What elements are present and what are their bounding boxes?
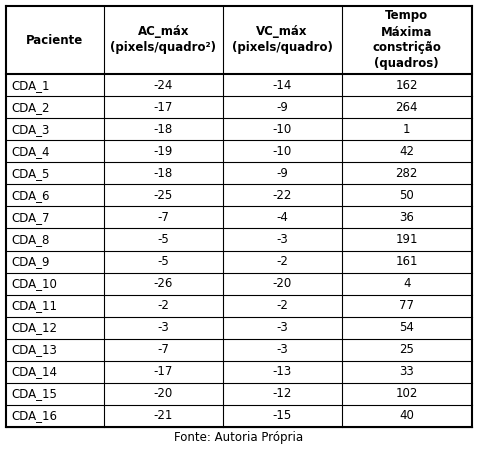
Text: -24: -24 [153,79,173,92]
Text: 191: 191 [395,233,418,246]
Text: -2: -2 [157,299,169,312]
Text: -12: -12 [272,387,292,401]
Text: -7: -7 [157,343,169,356]
Text: -17: -17 [153,101,173,114]
Text: CDA_8: CDA_8 [11,233,49,246]
Text: -3: -3 [276,321,288,334]
Text: -3: -3 [276,343,288,356]
Text: -21: -21 [153,409,173,423]
Text: CDA_7: CDA_7 [11,211,50,224]
Text: -3: -3 [157,321,169,334]
Text: 36: 36 [399,211,414,224]
Text: 1: 1 [403,123,411,136]
Text: -20: -20 [153,387,173,401]
Text: -10: -10 [272,145,292,158]
Text: -14: -14 [272,79,292,92]
Text: CDA_15: CDA_15 [11,387,57,401]
Text: 102: 102 [396,387,418,401]
Text: -13: -13 [272,365,292,379]
Text: CDA_9: CDA_9 [11,255,50,268]
Text: -22: -22 [272,189,292,202]
Text: CDA_3: CDA_3 [11,123,49,136]
Text: -17: -17 [153,365,173,379]
Text: -18: -18 [153,123,173,136]
Text: 50: 50 [400,189,414,202]
Text: Paciente: Paciente [26,34,84,47]
Text: CDA_6: CDA_6 [11,189,50,202]
Text: CDA_13: CDA_13 [11,343,57,356]
Text: 77: 77 [399,299,414,312]
Text: AC_máx
(pixels/quadro²): AC_máx (pixels/quadro²) [110,26,216,54]
Text: CDA_16: CDA_16 [11,409,57,423]
Text: -5: -5 [157,233,169,246]
Text: 42: 42 [399,145,414,158]
Text: -10: -10 [272,123,292,136]
Text: -25: -25 [153,189,173,202]
Text: Tempo
Máxima
constrição
(quadros): Tempo Máxima constrição (quadros) [372,9,441,70]
Text: CDA_12: CDA_12 [11,321,57,334]
Text: CDA_1: CDA_1 [11,79,50,92]
Text: CDA_14: CDA_14 [11,365,57,379]
Text: -5: -5 [157,255,169,268]
Text: -20: -20 [272,277,292,290]
Text: VC_máx
(pixels/quadro): VC_máx (pixels/quadro) [232,26,333,54]
Text: 54: 54 [399,321,414,334]
Text: -2: -2 [276,299,288,312]
Text: -9: -9 [276,101,288,114]
Text: CDA_11: CDA_11 [11,299,57,312]
Text: CDA_10: CDA_10 [11,277,57,290]
Text: -26: -26 [153,277,173,290]
Text: 161: 161 [395,255,418,268]
Text: -15: -15 [272,409,292,423]
Text: 25: 25 [399,343,414,356]
Text: -18: -18 [153,167,173,180]
Text: CDA_5: CDA_5 [11,167,49,180]
Text: -9: -9 [276,167,288,180]
Text: -3: -3 [276,233,288,246]
Text: 4: 4 [403,277,411,290]
Text: 33: 33 [400,365,414,379]
Text: 282: 282 [396,167,418,180]
Text: -4: -4 [276,211,288,224]
Text: 162: 162 [395,79,418,92]
Text: -2: -2 [276,255,288,268]
Text: 40: 40 [399,409,414,423]
Text: CDA_2: CDA_2 [11,101,50,114]
Text: Fonte: Autoria Própria: Fonte: Autoria Própria [174,431,304,445]
Text: 264: 264 [395,101,418,114]
Text: -7: -7 [157,211,169,224]
Text: CDA_4: CDA_4 [11,145,50,158]
Text: -19: -19 [153,145,173,158]
